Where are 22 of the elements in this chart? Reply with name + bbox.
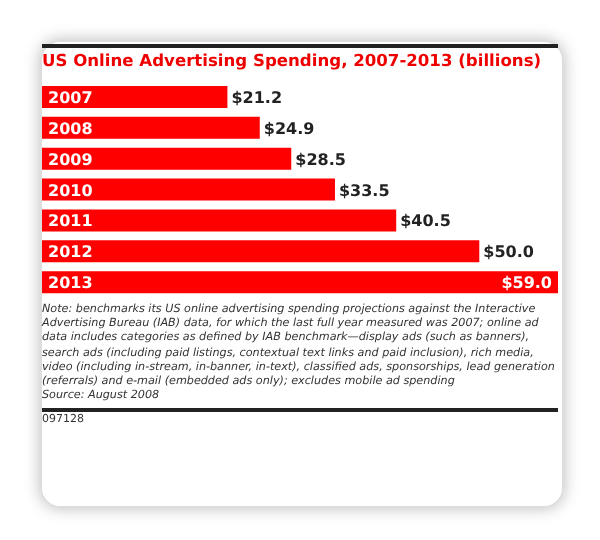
data-label: $24.9 [263,119,316,138]
y-tick-label: 2010 [48,181,94,200]
data-label: $50.0 [483,243,535,262]
data-label: $28.5 [295,150,347,169]
y-tick-label: 2012 [48,243,93,262]
bar [42,147,292,170]
bar [42,209,397,232]
bar [42,116,260,139]
data-label: $59.0 [501,274,553,293]
bar [42,240,480,263]
y-tick-label: 2009 [48,150,94,169]
y-tick-label: 2011 [48,212,94,231]
data-label: $40.5 [400,212,452,231]
chart-title: US Online Advertising Spending, 2007-2013 (billions) [42,50,544,70]
data-label: $33.5 [338,181,391,200]
data-label: $21.2 [231,89,283,107]
y-tick-label: 2007 [48,89,93,107]
bar [42,271,558,294]
y-tick-label: 2008 [48,119,94,138]
bar [42,178,335,201]
y-tick-label: 2013 [48,274,93,293]
bar [42,86,228,108]
